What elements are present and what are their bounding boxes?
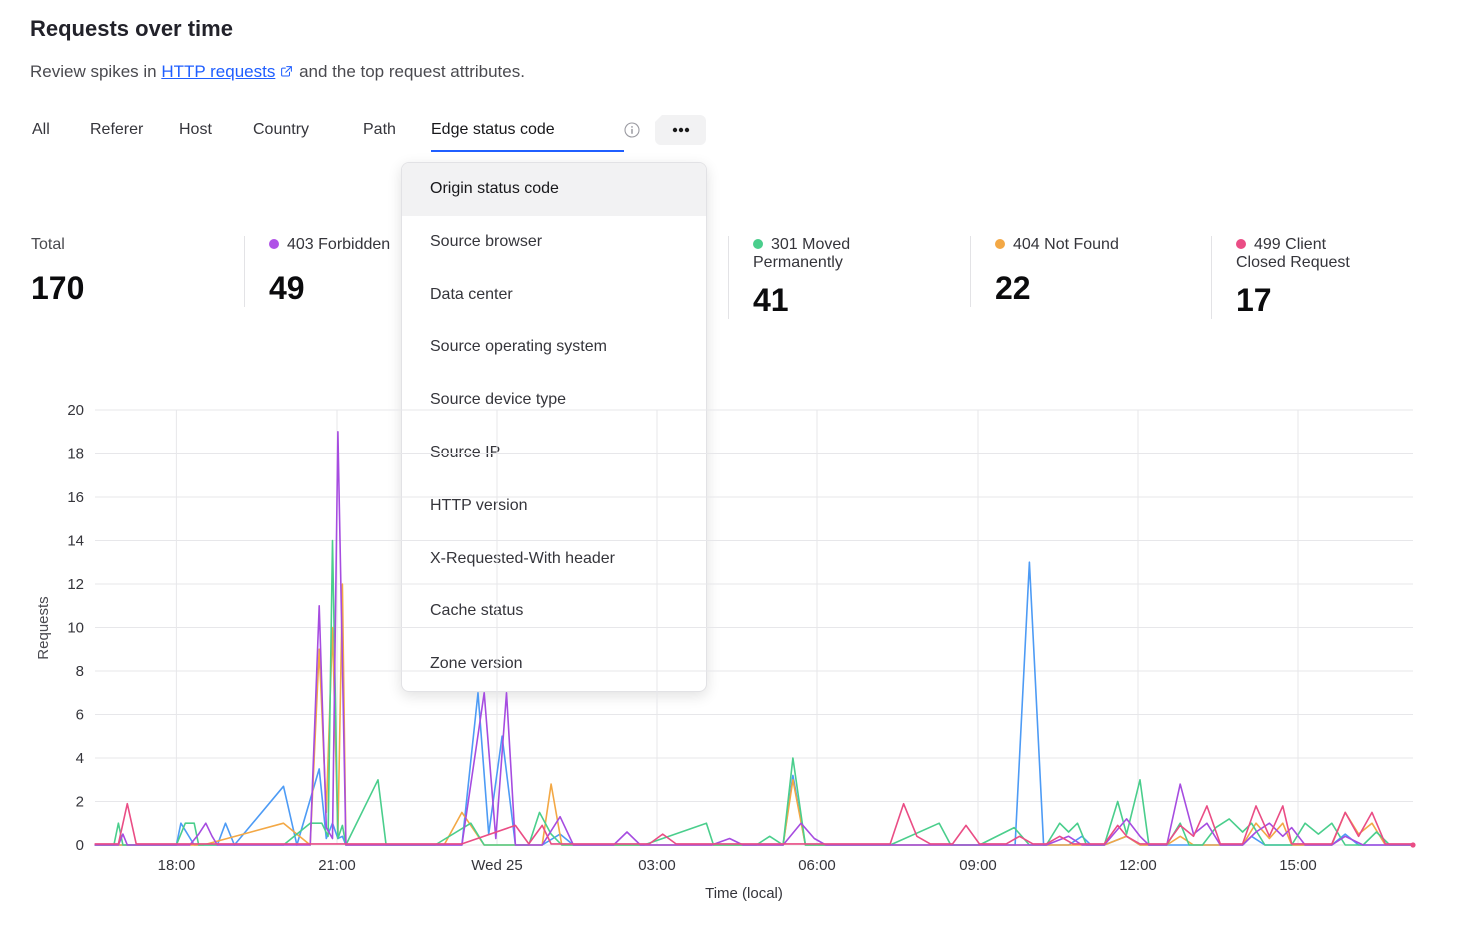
svg-text:Wed 25: Wed 25 (471, 857, 522, 874)
svg-text:Time (local): Time (local) (705, 885, 783, 902)
svg-text:03:00: 03:00 (638, 857, 676, 874)
svg-text:21:00: 21:00 (318, 857, 356, 874)
svg-text:12:00: 12:00 (1119, 857, 1157, 874)
svg-text:6: 6 (76, 707, 84, 724)
svg-text:20: 20 (67, 402, 84, 419)
svg-text:8: 8 (76, 663, 84, 680)
svg-text:16: 16 (67, 489, 84, 506)
svg-text:18:00: 18:00 (158, 857, 196, 874)
svg-text:Requests: Requests (35, 596, 52, 659)
svg-text:10: 10 (67, 620, 84, 637)
svg-text:12: 12 (67, 576, 84, 593)
svg-text:09:00: 09:00 (959, 857, 997, 874)
svg-text:14: 14 (67, 533, 84, 550)
svg-text:0: 0 (76, 837, 84, 854)
svg-text:15:00: 15:00 (1279, 857, 1317, 874)
svg-text:18: 18 (67, 446, 84, 463)
svg-text:06:00: 06:00 (798, 857, 836, 874)
svg-text:4: 4 (76, 750, 84, 767)
svg-text:2: 2 (76, 794, 84, 811)
